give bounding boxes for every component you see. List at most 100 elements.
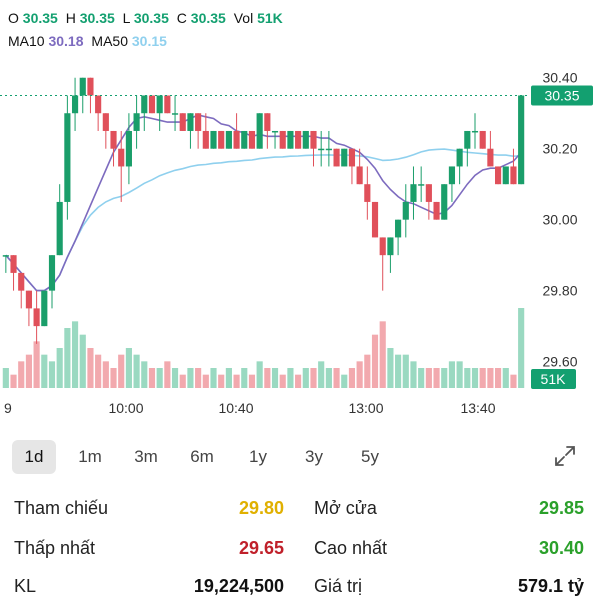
volume-bar [318,361,325,388]
volume-bar [148,368,156,388]
volume-bar [518,308,525,388]
expand-icon[interactable] [553,444,577,468]
volume-bar [102,361,109,388]
volume-bar [79,334,86,388]
candle-body [356,166,363,185]
volume-bar [379,321,386,388]
volume-bar [356,361,363,388]
candle-body [18,272,25,291]
volume-bar [364,354,371,388]
volume-bar [218,374,225,388]
volume-bar [71,321,79,388]
candle-body [171,113,179,115]
candle-body [387,237,394,256]
candle-body [248,130,256,149]
candle-body [471,130,479,133]
volume-bar [448,361,456,388]
candle-body [202,130,209,149]
candle-body [187,113,194,131]
volume-bar [433,368,440,388]
close-value: 30.35 [190,10,226,26]
y-tick-label: 30.40 [542,70,577,86]
open-label: O [8,10,19,26]
volume-bar [48,361,56,388]
candle-body [10,255,17,273]
open-price-value: 29.85 [538,498,584,518]
candle-body [164,95,171,114]
candle-body [148,95,156,114]
volume-bar [202,374,209,388]
volume-bar [395,354,402,388]
volume-bar [156,368,163,388]
volume-bar [471,368,479,388]
open-value: 30.35 [22,10,58,26]
candle-body [118,148,125,167]
candle-body [310,130,317,149]
volume-bar [441,368,448,388]
candle-body [364,184,371,202]
candle-body [379,237,386,256]
vol-label: Vol [233,10,254,26]
candle-body [87,77,94,96]
volume-bar [410,361,417,388]
ma50-value: 30.15 [131,33,167,49]
candle-body [410,184,417,202]
ma10-value: 30.18 [48,33,84,49]
volume-bar [125,348,132,388]
price-tag-label: 30.35 [544,87,579,103]
candle-body [233,130,240,149]
candle-body [510,166,517,185]
tab-5y[interactable]: 5y [361,447,379,466]
y-tick-label: 30.00 [542,212,577,228]
candle-body [179,113,186,131]
low-price-label: Thấp nhất [14,538,96,558]
candle-body [433,201,440,220]
candle-body [487,148,494,167]
volume-bar [495,368,502,388]
candle-body [318,148,325,151]
candle-body [71,95,79,114]
candle-body [64,113,71,202]
volume-bar [210,368,217,388]
volume-bar [187,368,194,388]
tab-3y[interactable]: 3y [305,447,323,466]
volume-bar [418,368,425,388]
price-chart[interactable]: 30.40 30.20 30.00 29.80 29.60 30.35 51K 9 10:00 1… [0,50,600,440]
x-tick-label: 13:40 [460,400,495,416]
candle-body [56,201,63,256]
volume-bar [41,354,48,388]
volume-bar [287,368,294,388]
y-tick-label: 29.60 [542,354,577,370]
volume-bar [456,361,463,388]
volume-bar [233,374,240,388]
tab-3m[interactable]: 3m [134,447,158,466]
tab-1d[interactable]: 1d [12,440,56,474]
tab-1m[interactable]: 1m [78,447,102,466]
x-tick-label: 10:40 [218,400,253,416]
high-price-label: Cao nhất [314,538,388,558]
volume-bar [110,368,117,388]
candle-body [279,130,286,149]
volume-bar [479,368,486,388]
candle-body [210,130,217,149]
candle-body [518,95,525,185]
volume-bar [171,368,179,388]
kl-value: 19,224,500 [193,576,284,596]
volume-bar [10,374,17,388]
volume-bar [464,368,471,388]
tab-1y[interactable]: 1y [249,447,267,466]
kl-label: KL [14,576,37,596]
candle-body [218,130,225,149]
volume-bar [510,374,517,388]
candle-body [495,166,502,185]
tab-6m[interactable]: 6m [190,447,214,466]
candle-body [25,290,32,309]
candle-body [110,130,117,149]
candle-body [95,95,102,114]
ohlc-legend: O 30.35 H 30.35 L 30.35 C 30.35 Vol 51K [8,10,287,26]
volume-bar [248,374,256,388]
volume-bar [179,374,186,388]
volume-bar [387,348,394,388]
high-label: H [65,10,76,26]
candle-body [302,130,309,149]
